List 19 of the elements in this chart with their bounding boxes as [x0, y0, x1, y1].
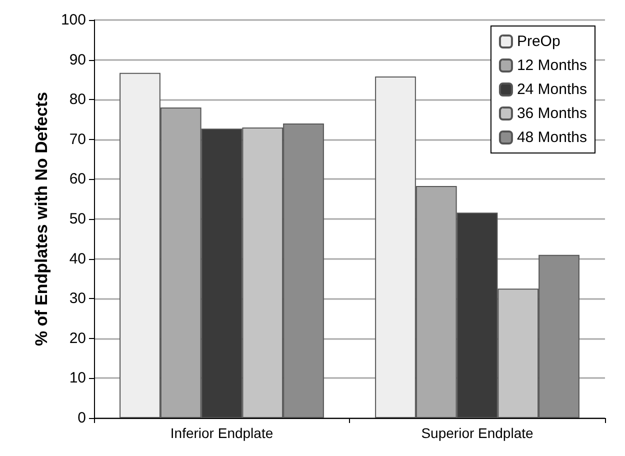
- y-tick-label: 40: [69, 250, 86, 268]
- y-tick-label: 20: [69, 330, 86, 347]
- y-tick-label: 100: [60, 12, 86, 28]
- y-tick-label: 80: [69, 91, 86, 108]
- y-tick-label: 30: [69, 290, 86, 308]
- y-tick-label: 60: [69, 170, 86, 188]
- y-tick-label: 10: [69, 370, 86, 387]
- x-tick-label: Superior Endplate: [421, 425, 534, 441]
- legend-label: PreOp: [516, 33, 560, 50]
- y-axis-title: % of Endplates with No Defects: [32, 92, 51, 346]
- legend-label: 24 Months: [516, 81, 588, 98]
- y-tick-label: 90: [69, 51, 86, 68]
- y-tick-label: 70: [69, 130, 86, 148]
- legend-label: 36 Months: [516, 105, 588, 122]
- legend-label: 12 Months: [516, 57, 588, 74]
- x-tick-label: Inferior Endplate: [170, 425, 274, 441]
- y-tick-label: 0: [78, 410, 86, 426]
- y-tick-label: 50: [69, 210, 86, 228]
- legend-label: 48 Months: [516, 129, 588, 146]
